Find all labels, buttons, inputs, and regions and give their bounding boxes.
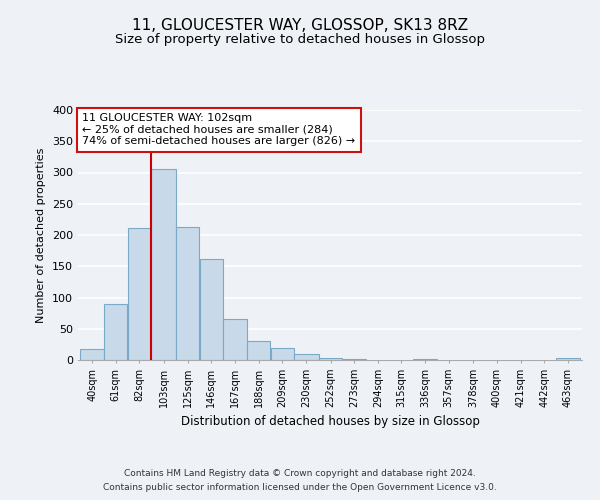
X-axis label: Distribution of detached houses by size in Glossop: Distribution of detached houses by size …	[181, 416, 479, 428]
Y-axis label: Number of detached properties: Number of detached properties	[37, 148, 46, 322]
Bar	[104, 304, 127, 360]
Text: 11, GLOUCESTER WAY, GLOSSOP, SK13 8RZ: 11, GLOUCESTER WAY, GLOSSOP, SK13 8RZ	[132, 18, 468, 32]
Bar	[151, 170, 176, 360]
Bar	[223, 320, 247, 360]
Text: 11 GLOUCESTER WAY: 102sqm
← 25% of detached houses are smaller (284)
74% of semi: 11 GLOUCESTER WAY: 102sqm ← 25% of detac…	[83, 113, 356, 146]
Text: Contains public sector information licensed under the Open Government Licence v3: Contains public sector information licen…	[103, 484, 497, 492]
Text: Size of property relative to detached houses in Glossop: Size of property relative to detached ho…	[115, 32, 485, 46]
Bar	[556, 358, 580, 360]
Bar	[294, 354, 319, 360]
Bar	[247, 341, 270, 360]
Bar	[319, 358, 342, 360]
Bar	[200, 260, 223, 360]
Bar	[128, 228, 151, 360]
Bar	[271, 348, 294, 360]
Text: Contains HM Land Registry data © Crown copyright and database right 2024.: Contains HM Land Registry data © Crown c…	[124, 468, 476, 477]
Bar	[176, 227, 199, 360]
Bar	[80, 350, 104, 360]
